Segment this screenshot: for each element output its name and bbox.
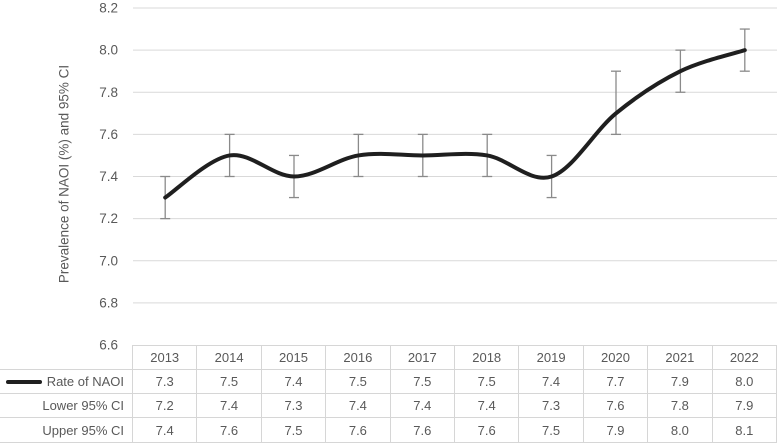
value-cell: 7.8	[648, 394, 713, 418]
value-cell: 7.7	[583, 370, 649, 394]
value-cell: 8.1	[712, 418, 777, 443]
value-cell: 7.6	[326, 418, 391, 443]
y-tick-label: 7.8	[99, 85, 118, 100]
value-cell: 7.9	[583, 418, 649, 443]
value-cell: 7.2	[133, 394, 198, 418]
value-cell: 7.6	[455, 418, 520, 443]
y-tick-label: 7.6	[99, 127, 118, 142]
year-header-cell: 2022	[712, 345, 777, 370]
year-header-cell: 2018	[455, 345, 520, 370]
y-tick-label: 7.4	[99, 169, 118, 184]
row-label-text: Rate of NAOI	[46, 374, 124, 389]
y-tick-label: 8.2	[99, 1, 118, 16]
y-tick-label: 8.0	[99, 43, 118, 58]
error-bar	[611, 70, 621, 136]
value-cell: 7.3	[519, 394, 584, 418]
value-cell: 8.0	[648, 418, 713, 443]
value-cell: 7.5	[390, 370, 455, 394]
value-cell: 7.4	[390, 394, 455, 418]
value-cell: 7.3	[261, 394, 327, 418]
row-label: Rate of NAOI	[0, 370, 133, 394]
value-cell: 7.5	[326, 370, 391, 394]
value-cell: 7.5	[197, 370, 262, 394]
rate-line	[163, 48, 747, 200]
value-cell: 7.5	[519, 418, 584, 443]
year-header-cell: 2014	[197, 345, 262, 370]
data-table: 2013 2014 2015 2016 2017 2018 2019 2020 2021 2022…	[0, 345, 777, 443]
year-header-cell: 2020	[583, 345, 649, 370]
value-cell: 7.6	[197, 418, 262, 443]
value-cell: 7.4	[519, 370, 584, 394]
value-cell: 7.6	[583, 394, 649, 418]
year-header-cell: 2019	[519, 345, 584, 370]
row-label: Lower 95% CI	[0, 394, 133, 418]
value-cell: 7.9	[712, 394, 777, 418]
legend-line-marker	[5, 379, 42, 384]
value-cell: 7.4	[197, 394, 262, 418]
value-cell: 7.4	[455, 394, 520, 418]
value-cell: 7.4	[261, 370, 327, 394]
value-cell: 8.0	[712, 370, 777, 394]
value-cell: 7.5	[455, 370, 520, 394]
y-tick-label: 7.2	[99, 211, 118, 226]
value-cell: 7.9	[648, 370, 713, 394]
year-header-cell: 2015	[261, 345, 327, 370]
year-header-cell: 2013	[133, 345, 198, 370]
row-label: Upper 95% CI	[0, 418, 133, 443]
table-corner-cell	[0, 345, 133, 370]
year-header-cell: 2017	[390, 345, 455, 370]
value-cell: 7.3	[133, 370, 198, 394]
year-header-cell: 2021	[648, 345, 713, 370]
y-tick-label: 7.0	[99, 253, 118, 268]
row-label-text: Lower 95% CI	[42, 398, 124, 413]
row-label-text: Upper 95% CI	[42, 422, 124, 438]
value-cell: 7.6	[390, 418, 455, 443]
year-header-cell: 2016	[326, 345, 391, 370]
y-tick-label: 6.6	[99, 338, 118, 353]
value-cell: 7.4	[133, 418, 198, 443]
y-axis-title: Prevalence of NAOI (%) and 95% CI	[56, 64, 72, 284]
y-tick-label: 6.8	[99, 295, 118, 310]
value-cell: 7.4	[326, 394, 391, 418]
value-cell: 7.5	[261, 418, 327, 443]
